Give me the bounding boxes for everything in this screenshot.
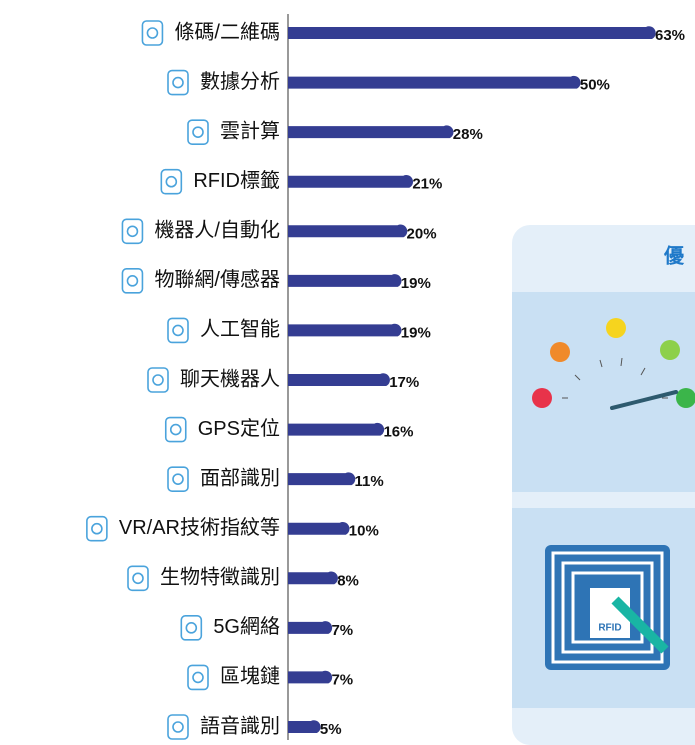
icon-shape <box>152 374 164 386</box>
category-label: 面部識別 <box>200 466 280 489</box>
value-label: 21% <box>412 176 442 193</box>
value-label: 63% <box>655 27 685 44</box>
value-label: 7% <box>331 622 353 639</box>
bar <box>288 720 321 733</box>
category-label: VR/AR技術指紋等 <box>119 516 280 539</box>
value-label: 8% <box>337 572 359 589</box>
category-label: 機器人/自動化 <box>154 219 280 242</box>
value-label: 19% <box>401 324 431 341</box>
category-icon <box>164 416 187 443</box>
value-label: 19% <box>401 275 431 292</box>
bar <box>288 422 385 436</box>
category-label: 條碼/二維碼 <box>174 20 280 43</box>
icon-shape <box>185 622 198 634</box>
icon-shape <box>127 565 149 592</box>
icon-shape <box>126 275 139 287</box>
category-icon <box>160 168 183 195</box>
category-icon <box>167 714 189 740</box>
category-label: 區塊鏈 <box>220 665 280 688</box>
category-label: 聊天機器人 <box>180 367 280 390</box>
bar <box>288 323 402 337</box>
category-label: RFID標籤 <box>193 169 280 192</box>
icon-shape <box>165 175 178 188</box>
value-label: 10% <box>349 523 379 540</box>
icon-shape <box>167 714 189 740</box>
value-label: 7% <box>331 671 353 688</box>
category-label: 生物特徵識別 <box>160 566 280 589</box>
bar <box>288 571 338 585</box>
icon-shape <box>172 721 184 733</box>
value-label: 50% <box>580 77 610 94</box>
icon-shape <box>121 268 144 294</box>
icon-shape <box>126 225 139 238</box>
icon-shape <box>132 572 144 585</box>
tag-text: RFID <box>598 623 621 634</box>
value-label: 16% <box>383 424 413 441</box>
icon-shape <box>172 76 184 89</box>
icon-shape <box>141 20 164 46</box>
category-label: 人工智能 <box>200 318 280 341</box>
value-label: 5% <box>320 721 342 738</box>
category-icon <box>127 565 149 592</box>
icon-shape <box>192 126 204 138</box>
icon-shape <box>167 317 189 344</box>
category-label: GPS定位 <box>198 417 280 440</box>
rfid-tag-icon: RFID <box>545 545 670 670</box>
bar <box>288 125 454 139</box>
icon-shape <box>147 367 169 393</box>
icon-shape <box>187 664 209 691</box>
category-label: 物聯網/傳感器 <box>154 268 280 291</box>
icon-shape <box>180 615 203 641</box>
category-icon <box>180 615 203 641</box>
icon-shape <box>167 69 189 96</box>
category-icon <box>187 664 209 691</box>
category-label: 語音識別 <box>200 714 280 737</box>
bar <box>288 670 333 684</box>
category-icon <box>167 466 189 492</box>
bar <box>288 224 408 238</box>
icon-shape <box>187 119 209 145</box>
satisfaction-gauge <box>532 318 695 410</box>
category-icon <box>141 20 164 46</box>
category-icon <box>147 367 169 393</box>
icon-shape <box>91 522 103 535</box>
category-label: 5G網絡 <box>213 615 280 638</box>
icon-shape <box>167 466 189 492</box>
icon-shape <box>172 324 184 337</box>
icon-shape <box>192 671 204 684</box>
bar <box>288 522 350 535</box>
panel-title: 優 <box>663 243 685 267</box>
category-label: 雲計算 <box>220 119 280 142</box>
category-icon <box>121 268 144 294</box>
bar <box>288 621 333 634</box>
bar <box>288 373 390 386</box>
category-icon <box>86 515 108 542</box>
icon-shape <box>169 423 182 436</box>
value-label: 20% <box>407 225 437 242</box>
category-label: 數據分析 <box>200 70 280 93</box>
bar <box>288 472 356 486</box>
side-panel: 優 RFID <box>512 225 695 745</box>
icon-shape <box>121 218 144 245</box>
icon-shape <box>164 416 187 443</box>
bar <box>288 75 581 89</box>
value-label: 17% <box>389 374 419 391</box>
icon-shape <box>146 27 159 39</box>
category-icon <box>187 119 209 145</box>
bar <box>288 175 414 188</box>
value-label: 28% <box>453 126 483 143</box>
icon-shape <box>172 473 184 485</box>
category-icon <box>121 218 144 245</box>
category-icon <box>167 317 189 344</box>
bar <box>288 274 402 287</box>
icon-shape <box>86 515 108 542</box>
category-icon <box>167 69 189 96</box>
value-label: 11% <box>355 473 384 490</box>
bar <box>288 26 656 39</box>
icon-shape <box>160 168 183 195</box>
